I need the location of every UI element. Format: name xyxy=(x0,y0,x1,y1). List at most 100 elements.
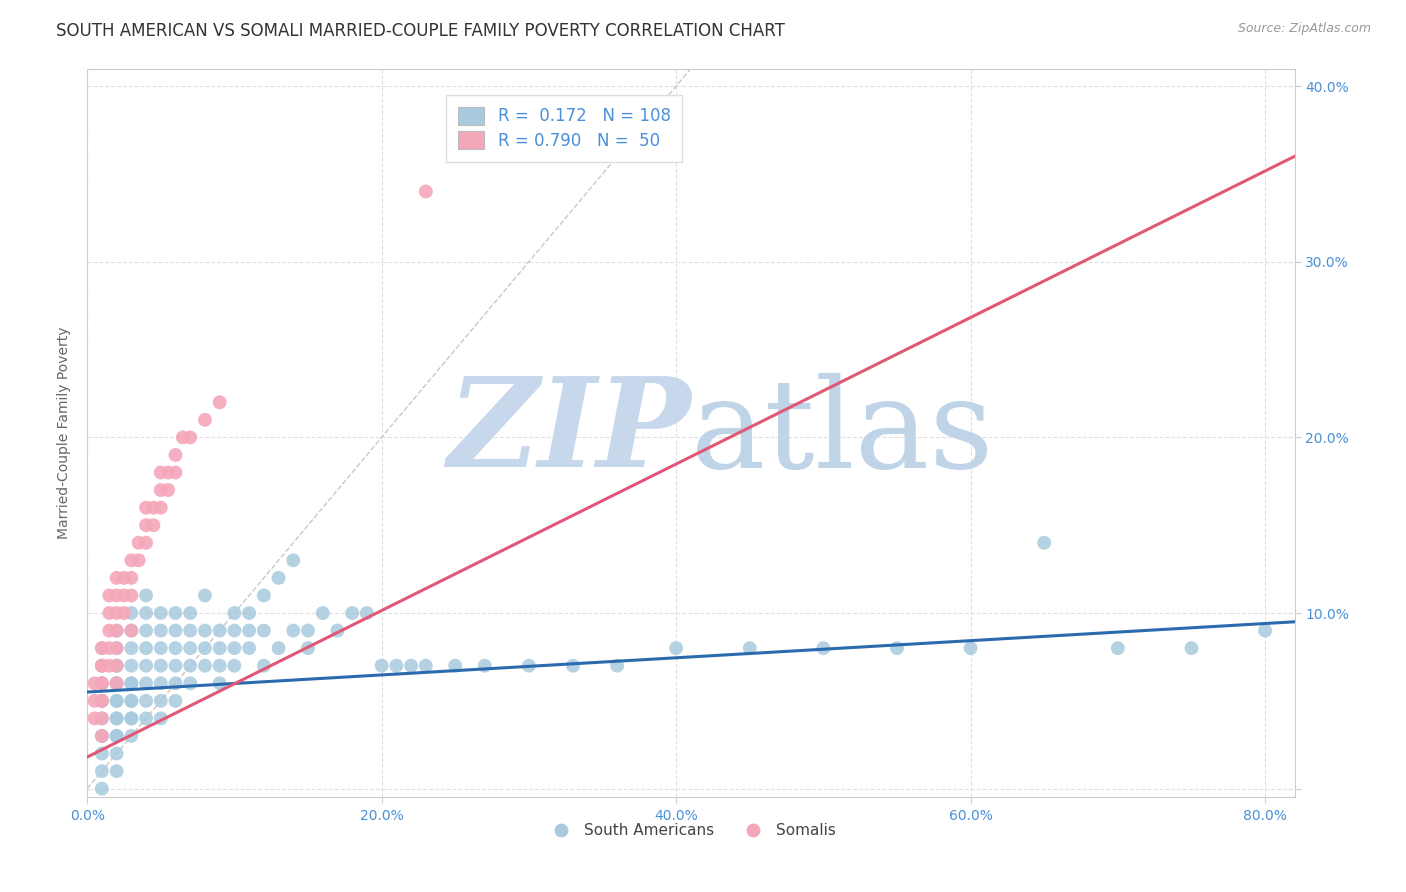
Point xyxy=(149,711,172,725)
Point xyxy=(224,658,246,673)
Point xyxy=(297,641,319,656)
Point xyxy=(135,711,157,725)
Point xyxy=(105,624,128,638)
Point xyxy=(90,676,112,690)
Point xyxy=(283,624,305,638)
Y-axis label: Married-Couple Family Poverty: Married-Couple Family Poverty xyxy=(58,326,72,540)
Point xyxy=(90,694,112,708)
Point xyxy=(120,589,142,603)
Point xyxy=(135,606,157,620)
Point xyxy=(105,658,128,673)
Point xyxy=(1254,624,1277,638)
Point xyxy=(128,535,150,549)
Point xyxy=(120,694,142,708)
Point xyxy=(370,658,392,673)
Point xyxy=(105,658,128,673)
Point xyxy=(517,658,540,673)
Point xyxy=(208,395,231,409)
Point xyxy=(283,553,305,567)
Point xyxy=(90,711,112,725)
Point xyxy=(738,641,761,656)
Point xyxy=(105,729,128,743)
Point xyxy=(120,606,142,620)
Point xyxy=(194,413,217,427)
Point xyxy=(208,641,231,656)
Point xyxy=(90,694,112,708)
Point xyxy=(1180,641,1202,656)
Point xyxy=(135,535,157,549)
Point xyxy=(172,430,194,444)
Point xyxy=(238,606,260,620)
Point xyxy=(253,658,276,673)
Point xyxy=(194,589,217,603)
Point xyxy=(83,694,105,708)
Point xyxy=(267,641,290,656)
Point xyxy=(105,624,128,638)
Point xyxy=(157,483,180,497)
Point xyxy=(238,624,260,638)
Point xyxy=(208,624,231,638)
Point xyxy=(224,606,246,620)
Point xyxy=(120,711,142,725)
Point xyxy=(253,589,276,603)
Point xyxy=(813,641,835,656)
Point xyxy=(326,624,349,638)
Point xyxy=(415,185,437,199)
Point xyxy=(83,711,105,725)
Point xyxy=(90,658,112,673)
Point xyxy=(135,641,157,656)
Point xyxy=(120,711,142,725)
Point xyxy=(135,518,157,533)
Point xyxy=(149,676,172,690)
Point xyxy=(135,500,157,515)
Point xyxy=(165,606,187,620)
Point xyxy=(149,624,172,638)
Point xyxy=(149,641,172,656)
Point xyxy=(179,676,201,690)
Point xyxy=(98,658,121,673)
Point xyxy=(886,641,908,656)
Point xyxy=(149,658,172,673)
Point xyxy=(90,729,112,743)
Point xyxy=(444,658,467,673)
Point xyxy=(253,624,276,638)
Point xyxy=(90,729,112,743)
Point xyxy=(149,694,172,708)
Point xyxy=(90,676,112,690)
Point xyxy=(356,606,378,620)
Point xyxy=(238,641,260,656)
Point xyxy=(194,641,217,656)
Point xyxy=(105,764,128,778)
Point xyxy=(208,658,231,673)
Point xyxy=(120,729,142,743)
Point xyxy=(224,641,246,656)
Point xyxy=(90,747,112,761)
Point xyxy=(142,518,165,533)
Point xyxy=(105,711,128,725)
Point xyxy=(120,694,142,708)
Point xyxy=(165,658,187,673)
Text: atlas: atlas xyxy=(690,373,994,493)
Point xyxy=(90,658,112,673)
Point xyxy=(105,711,128,725)
Point xyxy=(142,500,165,515)
Point xyxy=(83,676,105,690)
Text: Source: ZipAtlas.com: Source: ZipAtlas.com xyxy=(1237,22,1371,36)
Point xyxy=(105,747,128,761)
Point xyxy=(90,729,112,743)
Point xyxy=(120,553,142,567)
Point xyxy=(165,448,187,462)
Point xyxy=(120,624,142,638)
Point xyxy=(90,711,112,725)
Point xyxy=(120,676,142,690)
Point xyxy=(90,658,112,673)
Point xyxy=(474,658,496,673)
Point xyxy=(165,641,187,656)
Point xyxy=(179,658,201,673)
Point xyxy=(562,658,585,673)
Point xyxy=(149,500,172,515)
Point xyxy=(90,641,112,656)
Point xyxy=(415,658,437,673)
Point xyxy=(98,624,121,638)
Point xyxy=(959,641,981,656)
